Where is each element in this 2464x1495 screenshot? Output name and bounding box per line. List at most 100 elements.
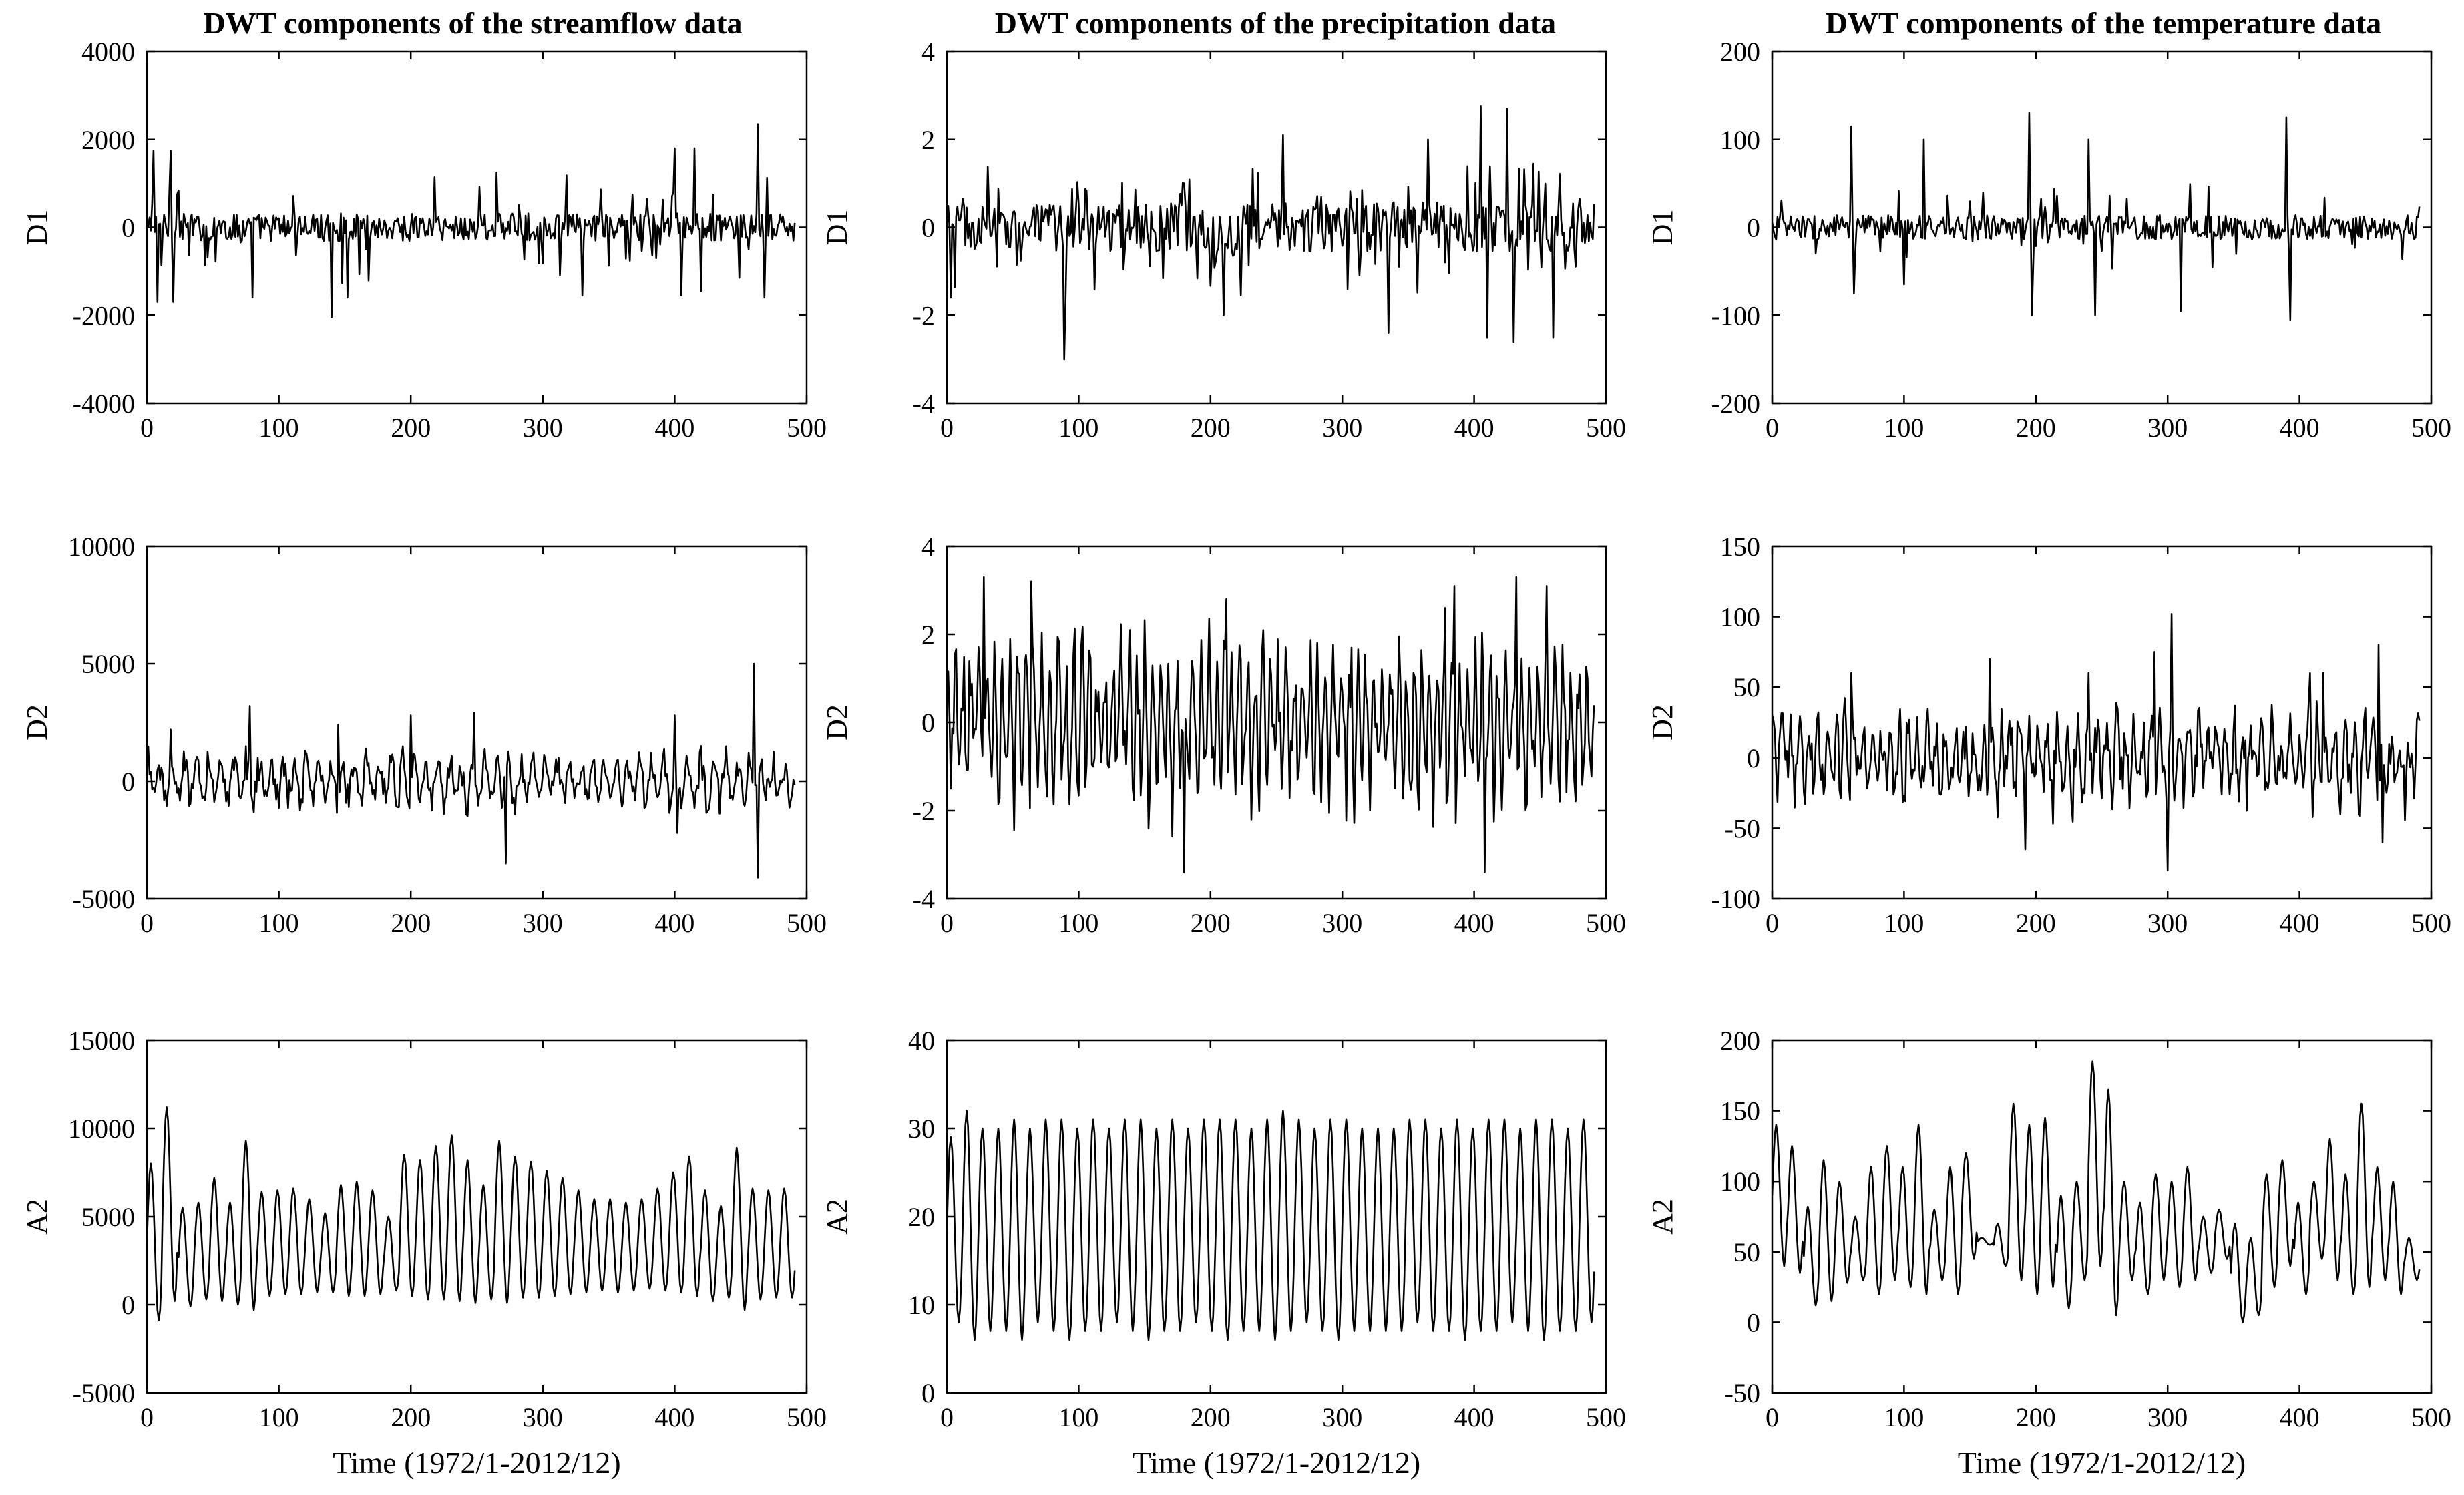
y-tick-label: -100	[1711, 300, 1760, 331]
axes-frame	[1771, 545, 2433, 900]
x-tick-label: 500	[787, 1402, 827, 1432]
y-tick-label: -50	[1725, 813, 1760, 843]
y-tick-label: 200	[1720, 1026, 1760, 1056]
x-tick-label: 400	[1454, 1402, 1494, 1432]
y-tick-label: 50	[1733, 672, 1760, 702]
x-tick-label: 0	[140, 1402, 154, 1432]
y-tick-label: -2000	[73, 300, 135, 331]
x-tick-label: 100	[1058, 908, 1098, 938]
x-tick-label: 200	[391, 413, 431, 443]
x-tick-label: 0	[940, 1402, 954, 1432]
y-tick-label: 150	[1720, 531, 1760, 562]
x-tick-label: 400	[654, 908, 694, 938]
axes-frame	[1771, 50, 2433, 405]
x-tick-label: 300	[1322, 908, 1362, 938]
x-tick-label: 0	[140, 908, 154, 938]
y-tick-label: 5000	[81, 649, 135, 679]
x-tick-label: 200	[1191, 413, 1231, 443]
y-tick-label: -4	[913, 884, 935, 914]
y-tick-label: 50	[1733, 1237, 1760, 1267]
x-tick-label: 100	[1884, 1402, 1924, 1432]
x-tick-label: 400	[2280, 1402, 2320, 1432]
x-tick-label: 100	[259, 1402, 299, 1432]
y-tick-label: 15000	[68, 1026, 135, 1056]
x-tick-label: 400	[654, 413, 694, 443]
y-tick-label: 100	[1720, 125, 1760, 155]
series-line	[1772, 1060, 2421, 1323]
y-tick-label: 40	[908, 1026, 935, 1056]
axes-frame	[146, 545, 808, 900]
y-axis-label: A2	[821, 1199, 853, 1235]
y-tick-label: 10000	[68, 1114, 135, 1144]
column-title-precipitation: DWT components of the precipitation data	[995, 6, 1556, 40]
subplot-a2-precipitation: 0 100 200 300 400 500 0 10 20 30 40 A2 Time (1972/1-…	[821, 1026, 1626, 1480]
y-tick-label: 2	[921, 125, 935, 155]
y-tick-label: -4	[913, 389, 935, 419]
x-tick-label: 500	[787, 413, 827, 443]
x-tick-label: 400	[1454, 908, 1494, 938]
y-tick-label: 5000	[81, 1202, 135, 1232]
x-tick-label: 200	[2016, 908, 2056, 938]
subplot-d1-streamflow: 0 100 200 300 400 500 -4000 -2000 0 2000 4000 D1	[21, 37, 827, 443]
x-tick-label: 300	[2147, 908, 2188, 938]
y-tick-label: -2	[913, 300, 935, 331]
y-tick-label: 150	[1720, 1096, 1760, 1126]
x-tick-label: 200	[391, 908, 431, 938]
y-axis-label: A2	[21, 1199, 53, 1235]
y-tick-label: 0	[921, 1378, 935, 1408]
y-tick-label: 0	[921, 213, 935, 243]
y-axis-label: D2	[21, 704, 53, 740]
x-tick-label: 200	[1191, 908, 1231, 938]
subplot-d1-temperature: 0 100 200 300 400 500 -200 -100 0 100 200 D1	[1646, 37, 2451, 443]
x-tick-label: 100	[259, 413, 299, 443]
series-line	[147, 1106, 796, 1322]
subplot-d2-precipitation: 0 100 200 300 400 500 -4 -2 0 2 4 D2	[821, 531, 1626, 938]
y-tick-label: -4000	[73, 389, 135, 419]
x-tick-label: 500	[1586, 1402, 1626, 1432]
series-line	[1772, 112, 2421, 321]
x-tick-label: 500	[1586, 908, 1626, 938]
y-tick-label: 0	[1747, 1307, 1760, 1337]
x-tick-label: 300	[523, 908, 563, 938]
subplot-d1-precipitation: 0 100 200 300 400 500 -4 -2 0 2 4 D1	[821, 37, 1626, 443]
x-tick-label: 300	[1322, 413, 1362, 443]
x-tick-label: 0	[140, 413, 154, 443]
series-line	[1772, 613, 2421, 872]
y-tick-label: -200	[1711, 389, 1760, 419]
y-tick-label: 4000	[81, 37, 135, 67]
y-axis-label: D1	[21, 210, 53, 246]
y-tick-label: 0	[122, 213, 135, 243]
x-tick-label: 200	[2016, 413, 2056, 443]
y-tick-label: 0	[921, 708, 935, 738]
y-axis-label: D1	[821, 210, 853, 246]
y-axis-label: D2	[1646, 704, 1679, 740]
series-line	[947, 1110, 1595, 1341]
x-tick-label: 0	[1766, 1402, 1779, 1432]
x-tick-label: 0	[940, 413, 954, 443]
x-axis-label: Time (1972/1-2012/12)	[1958, 1446, 2246, 1480]
y-tick-label: 0	[1747, 213, 1760, 243]
x-tick-label: 100	[1058, 1402, 1098, 1432]
x-tick-label: 400	[2280, 413, 2320, 443]
x-tick-label: 300	[1322, 1402, 1362, 1432]
column-title-streamflow: DWT components of the streamflow data	[203, 6, 742, 40]
y-tick-label: 2	[921, 620, 935, 650]
x-tick-label: 100	[1058, 413, 1098, 443]
y-tick-label: -5000	[73, 884, 135, 914]
y-tick-label: 30	[908, 1114, 935, 1144]
series-line	[147, 662, 796, 879]
axes-frame	[1771, 1039, 2433, 1394]
x-tick-label: 0	[1766, 908, 1779, 938]
series-line	[947, 105, 1595, 361]
subplot-d2-temperature: 0 100 200 300 400 500 -100 -50 0 50 100 150 D2	[1646, 531, 2451, 938]
x-axis-label: Time (1972/1-2012/12)	[1133, 1446, 1420, 1480]
x-tick-label: 300	[2147, 413, 2188, 443]
y-tick-label: 0	[122, 767, 135, 797]
subplot-a2-streamflow: 0 100 200 300 400 500-5000050001000015000A2Ti…	[21, 1026, 827, 1480]
y-tick-label: 10	[908, 1290, 935, 1320]
y-tick-label: 0	[122, 1290, 135, 1320]
